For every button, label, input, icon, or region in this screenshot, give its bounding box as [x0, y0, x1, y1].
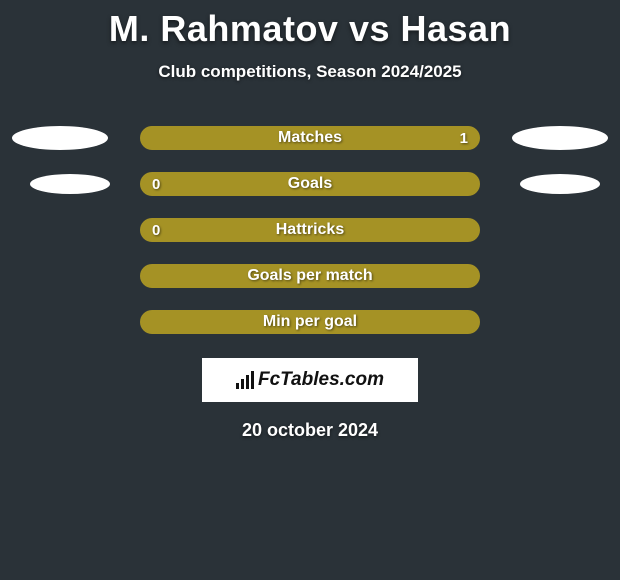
stat-row-goals-per-match: Goals per match	[0, 264, 620, 288]
stat-pill: 0 Goals	[140, 172, 480, 196]
date-label: 20 october 2024	[0, 420, 620, 441]
stat-row-goals: 0 Goals	[0, 172, 620, 196]
page-title: M. Rahmatov vs Hasan	[0, 8, 620, 50]
stat-row-min-per-goal: Min per goal	[0, 310, 620, 334]
stat-row-matches: Matches 1	[0, 126, 620, 150]
stat-left-value: 0	[152, 176, 160, 193]
blob-left	[30, 174, 110, 194]
chart-icon	[236, 371, 254, 389]
stat-right-value: 1	[460, 130, 468, 147]
brand-logo: FcTables.com	[202, 358, 418, 402]
stat-pill: Matches 1	[140, 126, 480, 150]
stat-label: Hattricks	[276, 221, 344, 239]
blob-left	[12, 126, 108, 150]
stat-left-value: 0	[152, 222, 160, 239]
stat-label: Goals	[288, 175, 332, 193]
stat-pill: Goals per match	[140, 264, 480, 288]
stat-pill: 0 Hattricks	[140, 218, 480, 242]
comparison-card: M. Rahmatov vs Hasan Club competitions, …	[0, 0, 620, 441]
stat-row-hattricks: 0 Hattricks	[0, 218, 620, 242]
blob-right	[520, 174, 600, 194]
stats-list: Matches 1 0 Goals 0 Hattricks	[0, 126, 620, 334]
blob-right	[512, 126, 608, 150]
stat-label: Matches	[278, 129, 342, 147]
subtitle: Club competitions, Season 2024/2025	[0, 62, 620, 82]
stat-label: Goals per match	[247, 267, 372, 285]
stat-pill: Min per goal	[140, 310, 480, 334]
brand-text: FcTables.com	[258, 369, 384, 391]
stat-label: Min per goal	[263, 313, 357, 331]
